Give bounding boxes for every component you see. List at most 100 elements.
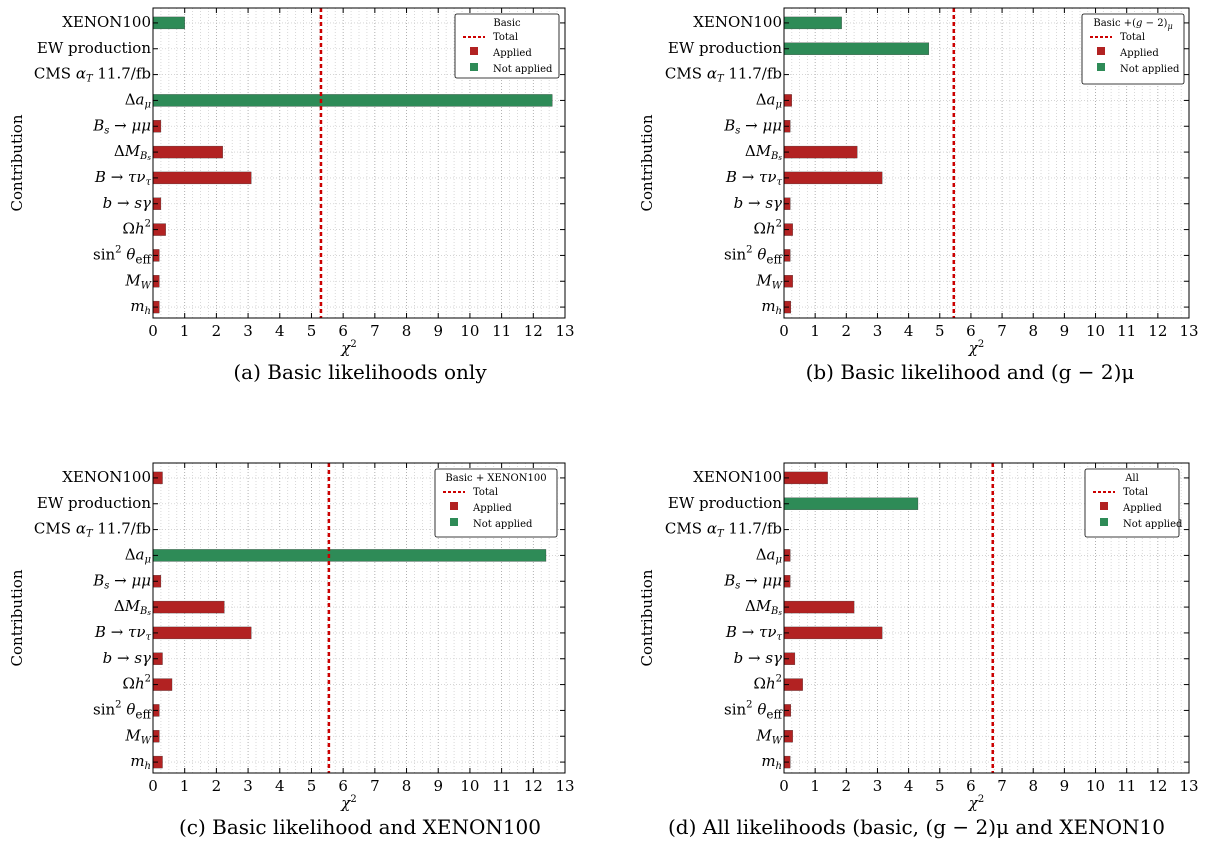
category-label-5: ΔMBs xyxy=(745,597,783,617)
x-tick-label: 9 xyxy=(1060,322,1070,340)
category-label-4: Bs → μμ xyxy=(723,116,782,136)
category-label-2: CMS αT 11.7/fb xyxy=(665,65,782,85)
x-tick-label: 10 xyxy=(460,777,479,795)
x-tick-label: 0 xyxy=(779,777,789,795)
x-tick-label: 1 xyxy=(810,322,820,340)
bar-3 xyxy=(152,549,547,562)
legend-box xyxy=(1081,13,1185,85)
x-tick-label: 5 xyxy=(935,777,945,795)
x-tick-label: 8 xyxy=(402,322,412,340)
bar-0 xyxy=(783,471,828,485)
x-tick-label: 9 xyxy=(1060,777,1070,795)
legend-not-applied-swatch xyxy=(1097,63,1105,71)
category-label-11: mh xyxy=(130,752,151,772)
x-tick-label: 2 xyxy=(842,322,852,340)
category-labels: XENON100 EW production CMS αT 11.7/fb Δaμ Bs… xyxy=(665,468,784,772)
x-axis-title: χ2 xyxy=(968,339,984,357)
category-label-7: b → sγ xyxy=(734,649,782,667)
x-tick-label: 8 xyxy=(1028,777,1038,795)
x-tick-label: 1 xyxy=(810,777,820,795)
bars xyxy=(783,471,919,769)
x-tick-label: 8 xyxy=(1028,322,1038,340)
category-label-2: CMS αT 11.7/fb xyxy=(34,520,151,540)
chart-panel-b: 0 1 2 3 4 5 6 7 8 9 10 11 12 13 XENON100 EW production C… xyxy=(630,0,1207,360)
x-tick-label: 5 xyxy=(307,322,317,340)
category-label-7: b → sγ xyxy=(734,194,782,212)
legend-box xyxy=(454,13,560,79)
category-label-9: sin2 θeff xyxy=(724,694,783,721)
bar-6 xyxy=(152,171,252,185)
category-label-1: EW production xyxy=(37,39,151,57)
x-tick-label: 7 xyxy=(370,322,380,340)
bar-6 xyxy=(152,626,252,640)
x-tick-label: 0 xyxy=(148,777,158,795)
legend-label-not-applied: Not applied xyxy=(473,519,533,530)
category-label-1: EW production xyxy=(668,39,782,57)
category-label-8: Ωh2 xyxy=(754,673,782,693)
category-label-11: mh xyxy=(761,752,782,772)
legend-label-total: Total xyxy=(493,32,518,43)
x-tick-label: 11 xyxy=(492,322,511,340)
x-tick-label: 12 xyxy=(524,322,543,340)
x-tick-label: 7 xyxy=(370,777,380,795)
legend-not-applied-swatch xyxy=(450,518,458,526)
category-label-3: Δaμ xyxy=(125,90,151,110)
category-label-4: Bs → μμ xyxy=(92,571,151,591)
category-label-0: XENON100 xyxy=(693,468,782,486)
x-tick-label: 1 xyxy=(180,777,190,795)
category-label-1: EW production xyxy=(668,494,782,512)
x-tick-label: 0 xyxy=(779,322,789,340)
x-tick-label: 5 xyxy=(307,777,317,795)
legend-box xyxy=(434,468,558,538)
category-label-10: MW xyxy=(124,271,151,291)
caption-b: (b) Basic likelihood and (g − 2)μ xyxy=(805,360,1135,384)
x-tick-label: 11 xyxy=(1117,777,1136,795)
x-tick-label: 0 xyxy=(148,322,158,340)
bar-6 xyxy=(783,171,883,185)
x-ticks: 0 1 2 3 4 5 6 7 8 9 10 11 12 13 xyxy=(148,8,575,340)
x-tick-label: 3 xyxy=(243,322,253,340)
category-label-2: CMS αT 11.7/fb xyxy=(665,520,782,540)
caption-a: (a) Basic likelihoods only xyxy=(233,360,487,384)
bar-1 xyxy=(783,42,930,55)
x-ticks: 0 1 2 3 4 5 6 7 8 9 10 11 12 13 xyxy=(148,463,575,795)
x-tick-label: 9 xyxy=(433,777,443,795)
x-tick-label: 12 xyxy=(1148,777,1167,795)
category-label-1: EW production xyxy=(37,494,151,512)
legend-applied-swatch xyxy=(450,502,458,510)
x-tick-label: 13 xyxy=(555,322,574,340)
x-tick-label: 6 xyxy=(966,777,976,795)
category-labels: XENON100 EW production CMS αT 11.7/fb Δaμ Bs… xyxy=(34,468,153,772)
legend-label-total: Total xyxy=(1123,487,1148,498)
category-label-10: MW xyxy=(755,726,782,746)
x-tick-label: 9 xyxy=(433,322,443,340)
category-label-5: ΔMBs xyxy=(745,142,783,162)
x-tick-label: 6 xyxy=(338,777,348,795)
plot-frame xyxy=(783,7,1190,319)
category-label-3: Δaμ xyxy=(756,545,782,565)
category-label-11: mh xyxy=(130,297,151,317)
x-tick-label: 12 xyxy=(1148,322,1167,340)
chart-panel-c: 0 1 2 3 4 5 6 7 8 9 10 11 12 13 XENON100 EW production C… xyxy=(0,455,600,815)
category-label-7: b → sγ xyxy=(103,649,151,667)
category-label-7: b → sγ xyxy=(103,194,151,212)
x-ticks: 0 1 2 3 4 5 6 7 8 9 10 11 12 13 xyxy=(779,8,1199,340)
legend-applied-swatch xyxy=(1097,47,1105,55)
category-label-3: Δaμ xyxy=(756,90,782,110)
category-label-10: MW xyxy=(124,726,151,746)
x-tick-label: 12 xyxy=(524,777,543,795)
x-tick-label: 4 xyxy=(275,322,285,340)
x-ticks: 0 1 2 3 4 5 6 7 8 9 10 11 12 13 xyxy=(779,463,1199,795)
category-label-10: MW xyxy=(755,271,782,291)
x-tick-label: 6 xyxy=(966,322,976,340)
x-tick-label: 7 xyxy=(997,777,1007,795)
plot-frame xyxy=(152,462,566,774)
category-label-0: XENON100 xyxy=(62,13,151,31)
category-label-4: Bs → μμ xyxy=(92,116,151,136)
legend-title: All xyxy=(1124,473,1139,484)
category-label-5: ΔMBs xyxy=(114,142,152,162)
